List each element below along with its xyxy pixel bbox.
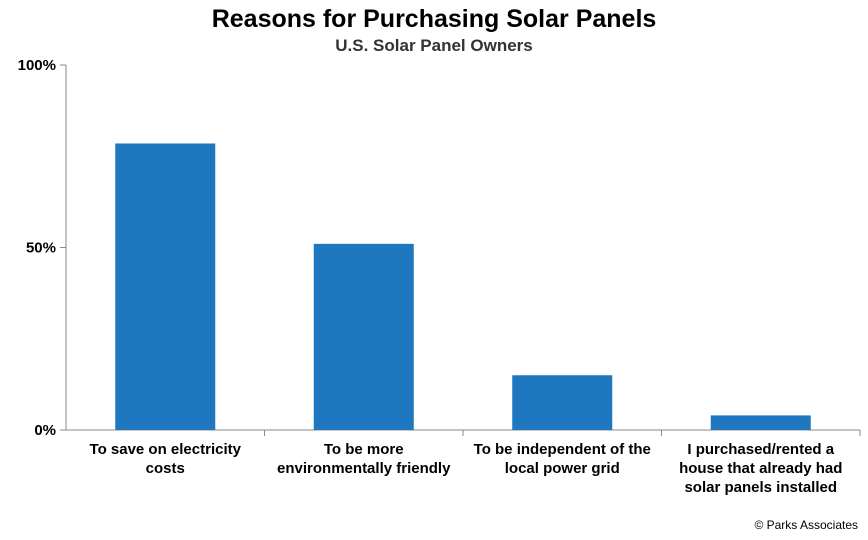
copyright-text: © Parks Associates <box>754 518 858 532</box>
category-label: To be more environmentally friendly <box>277 441 451 477</box>
category-label: I purchased/rented a house that already h… <box>679 441 842 496</box>
category-label: To be independent of the local power grid <box>474 441 651 477</box>
category-label: To save on electricity costs <box>90 441 242 477</box>
y-tick-label: 100% <box>18 57 56 74</box>
bar <box>115 143 216 430</box>
chart-title: Reasons for Purchasing Solar Panels <box>211 5 657 33</box>
chart-subtitle: U.S. Solar Panel Owners <box>335 36 533 55</box>
bar <box>710 415 811 430</box>
category-labels: To save on electricity costs To be more env… <box>90 441 843 496</box>
bar <box>512 375 613 430</box>
bar <box>313 243 414 430</box>
bars <box>115 143 811 430</box>
y-tick-label: 0% <box>34 422 56 439</box>
y-tick-label: 50% <box>26 240 56 257</box>
